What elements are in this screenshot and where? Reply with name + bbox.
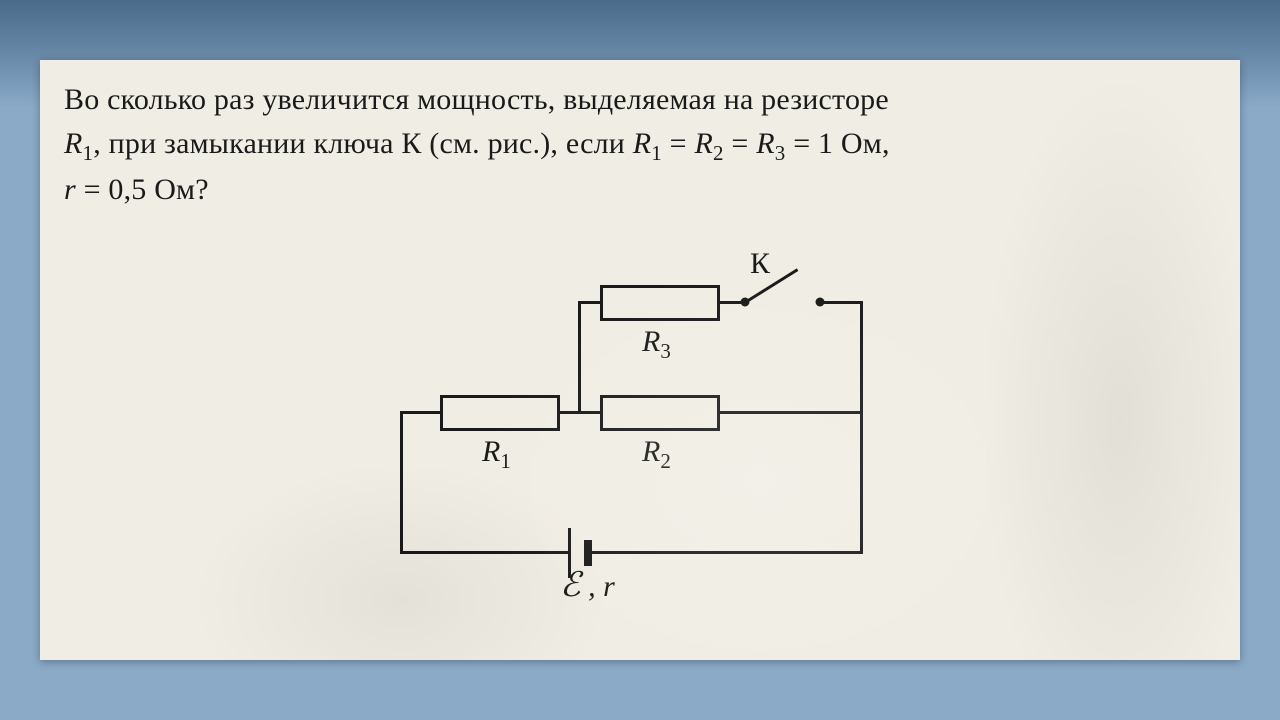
sym-r1: R1 [64, 127, 93, 160]
eq-r2: R2 [695, 127, 724, 160]
resistor-r1 [440, 395, 560, 431]
wire-right-vertical [860, 301, 863, 554]
wire-mid-left-stub [400, 411, 440, 414]
resistor-r3 [600, 285, 720, 321]
eq-r3: R3 [756, 127, 785, 160]
wire-left-vertical [400, 411, 403, 554]
circuit-diagram-wrap: К R1 R2 R3 ℰ , r [64, 221, 1216, 601]
label-K: К [750, 247, 770, 281]
label-R1: R1 [482, 435, 511, 474]
wire-top-right-stub [820, 301, 863, 304]
eq-r1: R1 [633, 127, 662, 160]
wire-top-left-stub [578, 301, 600, 304]
wire-branch-vertical [578, 301, 581, 414]
text-line1: Во сколько раз увеличится мощность, выде… [64, 83, 889, 116]
text-line2: , при замыкании ключа К (см. рис.), если [93, 127, 633, 160]
problem-text: Во сколько раз увеличится мощность, выде… [64, 78, 1216, 211]
wire-mid-right [720, 411, 863, 414]
battery-short-plate [584, 540, 592, 566]
resistor-r2 [600, 395, 720, 431]
paper-sheet: Во сколько раз увеличится мощность, выде… [40, 60, 1240, 660]
label-R2: R2 [642, 435, 671, 474]
circuit-diagram: К R1 R2 R3 ℰ , r [360, 221, 920, 601]
wire-bottom-right [592, 551, 863, 554]
label-R3: R3 [642, 325, 671, 364]
label-emf: ℰ , r [560, 565, 615, 605]
sym-r-internal: r [64, 173, 76, 206]
wire-bottom-left [400, 551, 568, 554]
